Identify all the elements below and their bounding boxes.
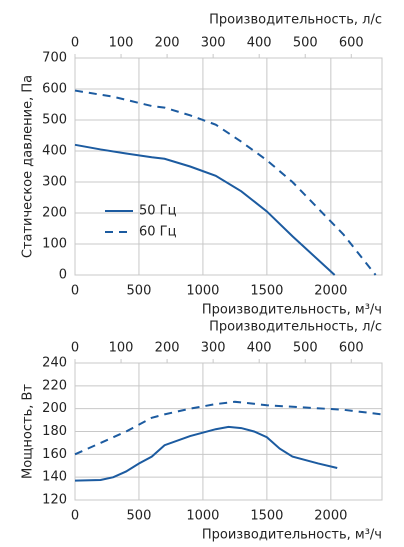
- x2-tick-label: 400: [247, 341, 272, 356]
- x2-tick-label: 300: [201, 341, 226, 356]
- x-tick-label: 0: [71, 284, 79, 299]
- y-tick-label: 600: [42, 82, 67, 97]
- x2-tick-label: 600: [339, 36, 364, 51]
- y-tick-label: 300: [42, 175, 67, 190]
- legend-label: 50 Гц: [139, 204, 177, 219]
- x-tick-label: 2000: [314, 284, 347, 299]
- x2-tick-label: 100: [109, 36, 134, 51]
- y-axis-label: Статическое давление, Па: [21, 75, 36, 258]
- y-tick-label: 120: [42, 493, 67, 508]
- series-line: [74, 89, 377, 276]
- x2-tick-label: 400: [247, 36, 272, 51]
- y-tick-label: 400: [42, 144, 67, 159]
- y-axis-label: Мощность, Вт: [21, 384, 36, 479]
- plot-frame: [74, 362, 383, 501]
- series-line: [74, 400, 383, 456]
- y-tick-label: 180: [42, 424, 67, 439]
- y-tick-label: 240: [42, 356, 67, 371]
- x-tick-label: 1000: [186, 509, 219, 524]
- x-tick-label: 2000: [314, 509, 347, 524]
- x-tick-label: 1500: [250, 509, 283, 524]
- x-axis-label: Производительность, м³/ч: [202, 303, 382, 318]
- series-line: [74, 425, 338, 482]
- y-tick-label: 0: [59, 268, 67, 283]
- x2-tick-label: 500: [293, 341, 318, 356]
- y-tick-label: 700: [42, 51, 67, 66]
- x2-tick-label: 300: [201, 36, 226, 51]
- y-tick-label: 220: [42, 378, 67, 393]
- x2-tick-label: 600: [339, 341, 364, 356]
- y-tick-label: 100: [42, 237, 67, 252]
- y-tick-label: 200: [42, 206, 67, 221]
- x-tick-label: 500: [127, 284, 152, 299]
- x2-axis-label: Производительность, л/с: [209, 320, 382, 335]
- x2-tick-label: 100: [109, 341, 134, 356]
- x2-tick-label: 500: [293, 36, 318, 51]
- x-tick-label: 0: [71, 509, 79, 524]
- x2-axis-label: Производительность, л/с: [209, 13, 382, 28]
- plot-frame: [74, 57, 383, 276]
- x-tick-label: 1500: [250, 284, 283, 299]
- legend-label: 60 Гц: [139, 225, 177, 240]
- series-line: [74, 143, 336, 276]
- y-tick-label: 200: [42, 401, 67, 416]
- x-tick-label: 1000: [186, 284, 219, 299]
- x2-tick-label: 0: [71, 341, 79, 356]
- x2-tick-label: 0: [71, 36, 79, 51]
- y-tick-label: 500: [42, 113, 67, 128]
- x-axis-label: Производительность, м³/ч: [202, 528, 382, 543]
- y-tick-label: 140: [42, 470, 67, 485]
- x2-tick-label: 200: [155, 341, 180, 356]
- x-tick-label: 500: [127, 509, 152, 524]
- x2-tick-label: 200: [155, 36, 180, 51]
- y-tick-label: 160: [42, 447, 67, 462]
